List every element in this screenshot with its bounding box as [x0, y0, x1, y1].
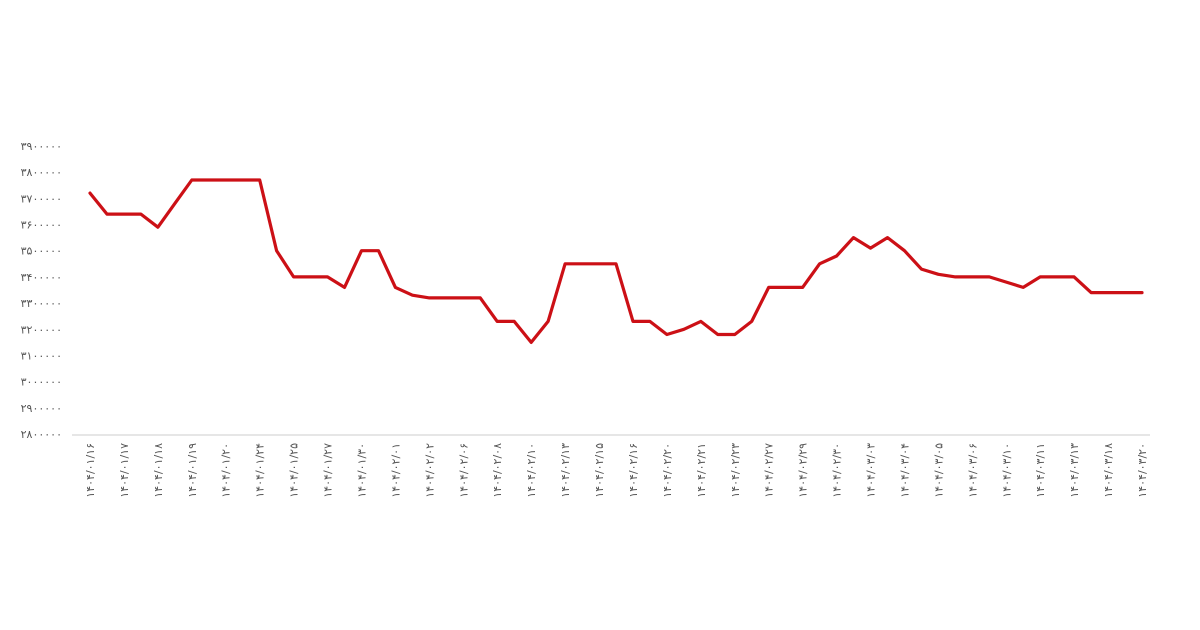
x-tick-label: ۱۴۰۴/۰۲/۱۳	[559, 443, 572, 498]
x-tick-label: ۱۴۰۴/۰۲/۰۸	[491, 443, 504, 498]
x-tick-label: ۱۴۰۴/۰۳/۲۰	[1136, 443, 1149, 498]
x-tick-label: ۱۴۰۴/۰۱/۱۸	[152, 443, 165, 498]
x-tick-label: ۱۴۰۴/۰۱/۱۶	[84, 443, 97, 498]
x-tick-label: ۱۴۰۴/۰۳/۰۵	[932, 443, 945, 498]
y-tick-label: ۳۹۰۰۰۰۰	[21, 140, 62, 153]
y-tick-label: ۳۱۰۰۰۰۰	[21, 349, 62, 362]
x-tick-label: ۱۴۰۴/۰۳/۱۸	[1102, 443, 1115, 498]
x-tick-label: ۱۴۰۴/۰۳/۱۰	[1000, 443, 1013, 498]
x-tick-label: ۱۴۰۴/۰۲/۳۰	[831, 443, 844, 498]
y-tick-label: ۳۰۰۰۰۰۰	[21, 376, 62, 389]
x-tick-label: ۱۴۰۴/۰۱/۲۰	[220, 443, 233, 498]
y-axis: ۲۸۰۰۰۰۰ ۲۹۰۰۰۰۰ ۳۰۰۰۰۰۰ ۳۱۰۰۰۰۰ ۳۲۰۰۰۰۰ ۳۳۰۰۰…	[21, 140, 62, 441]
x-tick-label: ۱۴۰۴/۰۱/۳۰	[355, 443, 368, 498]
series-line	[88, 178, 1144, 344]
x-tick-label: ۱۴۰۴/۰۳/۰۶	[966, 443, 979, 498]
x-tick-label: ۱۴۰۴/۰۲/۲۹	[797, 443, 810, 498]
x-tick-label: ۱۴۰۴/۰۳/۱۳	[1068, 443, 1081, 498]
x-tick-label: ۱۴۰۴/۰۱/۲۷	[322, 443, 335, 498]
y-tick-label: ۲۹۰۰۰۰۰	[21, 402, 62, 415]
x-tick-label: ۱۴۰۴/۰۱/۱۹	[186, 443, 199, 498]
x-tick-label: ۱۴۰۴/۰۳/۰۳	[865, 443, 878, 498]
x-tick-label: ۱۴۰۴/۰۳/۰۴	[898, 443, 911, 498]
x-tick-label: ۱۴۰۴/۰۲/۲۷	[763, 443, 776, 498]
x-tick-label: ۱۴۰۴/۰۱/۲۴	[254, 443, 267, 498]
x-tick-label: ۱۴۰۴/۰۳/۱۱	[1034, 443, 1047, 498]
x-tick-label: ۱۴۰۴/۰۲/۰۲	[423, 443, 436, 498]
x-tick-label: ۱۴۰۴/۰۲/۱۶	[627, 443, 640, 498]
y-tick-label: ۲۸۰۰۰۰۰	[21, 428, 62, 441]
y-tick-label: ۳۷۰۰۰۰۰	[21, 192, 62, 205]
y-tick-label: ۳۶۰۰۰۰۰	[21, 219, 62, 232]
x-tick-label: ۱۴۰۴/۰۲/۲۰	[661, 443, 674, 498]
y-tick-label: ۳۳۰۰۰۰۰	[21, 297, 62, 310]
y-tick-label: ۳۴۰۰۰۰۰	[21, 271, 62, 284]
x-tick-label: ۱۴۰۴/۰۲/۱۵	[593, 443, 606, 498]
x-axis: ۱۴۰۴/۰۱/۱۶ ۱۴۰۴/۰۱/۱۷ ۱۴۰۴/۰۱/۱۸ ۱۴۰۴/۰۱/۱۹…	[84, 443, 1149, 498]
x-tick-label: ۱۴۰۴/۰۲/۰۱	[389, 443, 402, 498]
y-tick-label: ۳۲۰۰۰۰۰	[21, 323, 62, 336]
y-tick-label: ۳۵۰۰۰۰۰	[21, 245, 62, 258]
x-tick-label: ۱۴۰۴/۰۲/۲۳	[729, 443, 742, 498]
x-tick-label: ۱۴۰۴/۰۲/۱۰	[525, 443, 538, 498]
x-tick-label: ۱۴۰۴/۰۲/۰۶	[457, 443, 470, 498]
x-tick-label: ۱۴۰۴/۰۲/۲۱	[695, 443, 708, 498]
y-tick-label: ۳۸۰۰۰۰۰	[21, 166, 62, 179]
x-tick-label: ۱۴۰۴/۰۱/۱۷	[118, 443, 131, 498]
x-tick-label: ۱۴۰۴/۰۱/۲۵	[288, 443, 301, 498]
